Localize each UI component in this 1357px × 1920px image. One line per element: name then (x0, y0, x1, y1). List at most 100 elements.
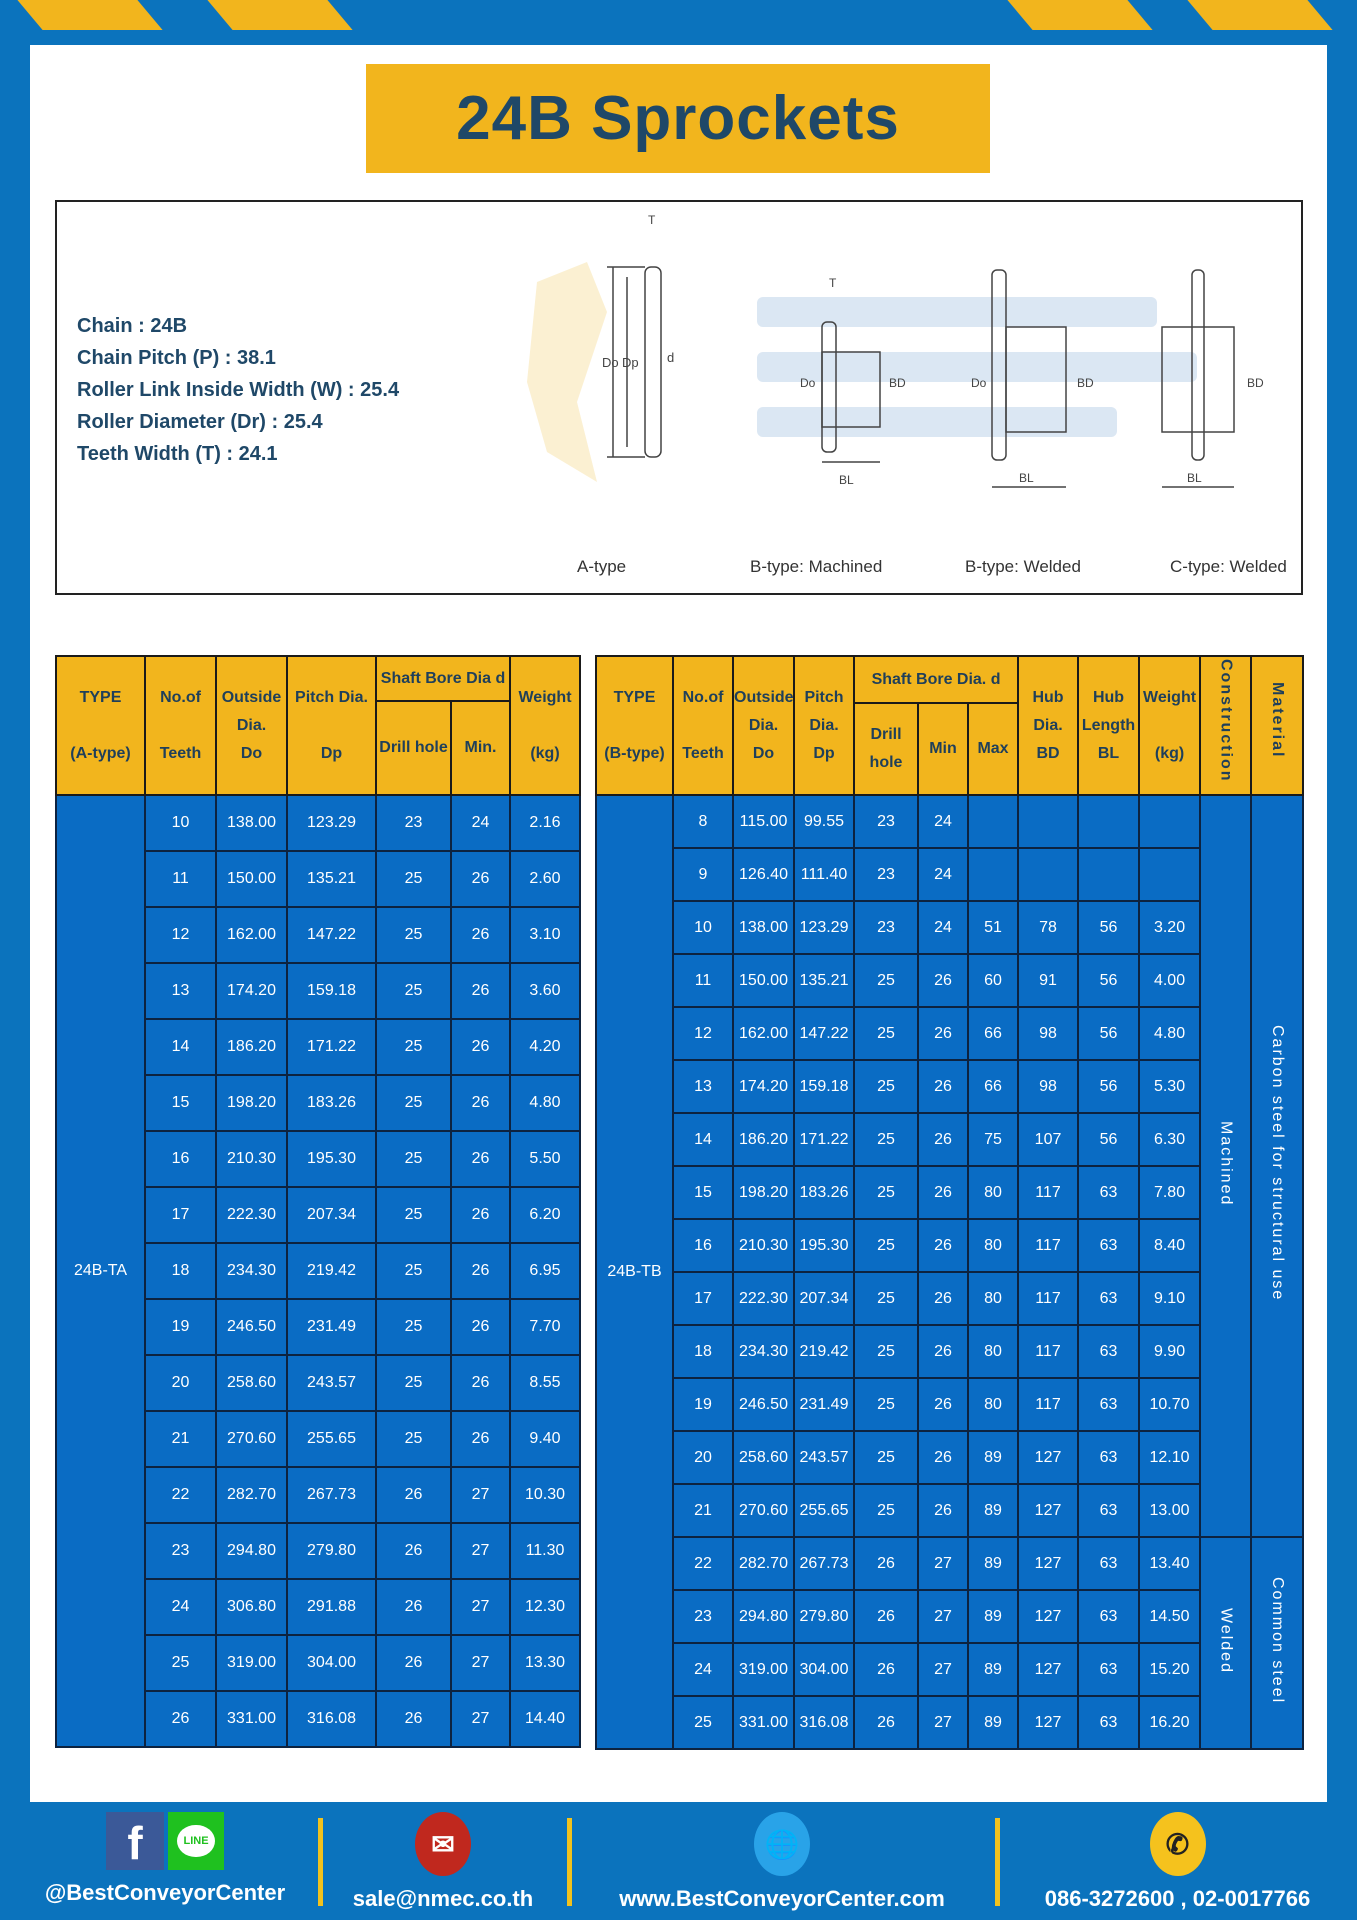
pitch-dia-cell: 219.42 (793, 1324, 855, 1379)
table-row: 17 222.30 207.34 25 26 80 117 63 9.10 (596, 1271, 1303, 1326)
weight-cell: 11.30 (509, 1522, 581, 1580)
outside-dia-cell: 258.60 (732, 1430, 795, 1485)
pitch-dia-cell: 99.55 (793, 794, 855, 849)
construction-label: Welded (1217, 1607, 1235, 1674)
outside-dia-cell: 186.20 (215, 1018, 288, 1076)
pitch-dia-cell: 243.57 (286, 1354, 377, 1412)
dim-bl: BL (839, 473, 854, 487)
header-teeth: No.of Teeth (672, 655, 734, 796)
pitch-dia-cell: 195.30 (286, 1130, 377, 1188)
header-hub-length: Hub Length BL (1077, 655, 1141, 796)
hub-dia-cell: 91 (1017, 953, 1080, 1008)
teeth-cell: 15 (672, 1165, 734, 1220)
hub-dia-cell (1017, 794, 1080, 849)
line-icon[interactable]: LINE (168, 1812, 224, 1870)
weight-cell: 12.10 (1138, 1430, 1202, 1485)
outside-dia-cell: 174.20 (732, 1059, 795, 1114)
pitch-dia-cell: 304.00 (793, 1642, 855, 1697)
max-bore-cell: 66 (966, 1006, 1020, 1061)
pitch-dia-cell: 291.88 (286, 1578, 377, 1636)
outside-dia-cell: 331.00 (732, 1695, 795, 1750)
teeth-cell: 10 (144, 794, 217, 852)
min-bore-cell: 27 (917, 1642, 969, 1697)
table-row: 19 246.50 231.49 25 26 7.70 (56, 1298, 581, 1356)
table-row: 25 331.00 316.08 26 27 89 127 63 16.20 (596, 1695, 1303, 1750)
teeth-cell: 22 (144, 1466, 217, 1524)
max-bore-cell: 60 (966, 953, 1020, 1008)
drill-hole-cell: 25 (853, 1377, 919, 1432)
pitch-dia-cell: 255.65 (793, 1483, 855, 1538)
diagram-box: Chain : 24B Chain Pitch (P) : 38.1 Rolle… (55, 200, 1303, 595)
min-bore-cell: 26 (450, 906, 511, 964)
drill-hole-cell: 25 (853, 1006, 919, 1061)
teeth-cell: 11 (672, 953, 734, 1008)
hub-dia-cell: 127 (1017, 1430, 1080, 1485)
table-row: 12 162.00 147.22 25 26 66 98 56 4.80 (596, 1006, 1303, 1061)
teeth-cell: 13 (672, 1059, 734, 1114)
outside-dia-cell: 234.30 (732, 1324, 795, 1379)
drill-hole-cell: 25 (853, 1271, 919, 1326)
email-link[interactable]: sale@nmec.co.th (352, 1886, 534, 1911)
table-row: 22 282.70 267.73 26 27 89 127 63 13.40 Welded Comm… (596, 1536, 1305, 1750)
outside-dia-cell: 246.50 (732, 1377, 795, 1432)
drill-hole-cell: 23 (853, 794, 919, 849)
weight-cell: 2.60 (509, 850, 581, 908)
header-weight: Weight (kg) (509, 655, 581, 796)
table-row: 14 186.20 171.22 25 26 75 107 56 6.30 (596, 1112, 1303, 1167)
teeth-cell: 12 (144, 906, 217, 964)
phone-icon: ✆ (1149, 1812, 1206, 1876)
drill-hole-cell: 26 (375, 1690, 452, 1748)
social-handle[interactable]: @BestConveyorCenter (44, 1880, 286, 1905)
construction-cell: Machined (1199, 794, 1253, 1538)
weight-cell: 13.00 (1138, 1483, 1202, 1538)
drill-hole-cell: 26 (375, 1522, 452, 1580)
drill-hole-cell: 23 (375, 794, 452, 852)
pitch-dia-cell: 316.08 (793, 1695, 855, 1750)
email-icon: ✉ (415, 1812, 471, 1876)
pitch-dia-cell: 316.08 (286, 1690, 377, 1748)
weight-cell: 5.50 (509, 1130, 581, 1188)
c-welded-drawing: BL BD (1161, 269, 1264, 488)
pitch-dia-cell: 231.49 (286, 1298, 377, 1356)
drill-hole-cell: 23 (853, 900, 919, 955)
drill-hole-cell: 25 (853, 1218, 919, 1273)
footer-social: f LINE @BestConveyorCenter (20, 1812, 310, 1912)
min-bore-cell: 27 (450, 1578, 511, 1636)
phone-numbers[interactable]: 086-3272600 , 02-0017766 (1044, 1886, 1311, 1911)
drill-hole-cell: 25 (375, 1354, 452, 1412)
teeth-cell: 19 (672, 1377, 734, 1432)
weight-cell: 4.20 (509, 1018, 581, 1076)
outside-dia-cell: 210.30 (215, 1130, 288, 1188)
facebook-icon[interactable]: f (106, 1812, 164, 1870)
weight-cell: 13.40 (1138, 1536, 1202, 1591)
drill-hole-cell: 25 (853, 1324, 919, 1379)
outside-dia-cell: 270.60 (732, 1483, 795, 1538)
min-bore-cell: 26 (450, 1186, 511, 1244)
min-bore-cell: 24 (917, 794, 969, 849)
teeth-cell: 15 (144, 1074, 217, 1132)
outside-dia-cell: 319.00 (732, 1642, 795, 1697)
table-row: 23 294.80 279.80 26 27 11.30 (56, 1522, 581, 1580)
drill-hole-cell: 25 (375, 906, 452, 964)
max-bore-cell: 89 (966, 1536, 1020, 1591)
website-link[interactable]: www.BestConveyorCenter.com (619, 1886, 945, 1911)
hub-dia-cell: 117 (1017, 1324, 1080, 1379)
pitch-dia-cell: 135.21 (286, 850, 377, 908)
hub-dia-cell: 127 (1017, 1589, 1080, 1644)
table-row: 13 174.20 159.18 25 26 3.60 (56, 962, 581, 1020)
dim-t: T (829, 276, 837, 290)
watermark-logo (527, 262, 1197, 482)
min-bore-cell: 24 (917, 847, 969, 902)
max-bore-cell: 80 (966, 1271, 1020, 1326)
label-c-welded: C-type: Welded (1170, 557, 1287, 576)
weight-cell (1138, 794, 1202, 849)
pitch-dia-cell: 304.00 (286, 1634, 377, 1692)
divider (318, 1818, 323, 1906)
table-row: 11 150.00 135.21 25 26 60 91 56 4.00 (596, 953, 1303, 1008)
table-row: 18 234.30 219.42 25 26 6.95 (56, 1242, 581, 1300)
min-bore-cell: 27 (917, 1536, 969, 1591)
outside-dia-cell: 282.70 (732, 1536, 795, 1591)
drill-hole-cell: 25 (853, 953, 919, 1008)
weight-cell: 8.40 (1138, 1218, 1202, 1273)
teeth-cell: 25 (672, 1695, 734, 1750)
